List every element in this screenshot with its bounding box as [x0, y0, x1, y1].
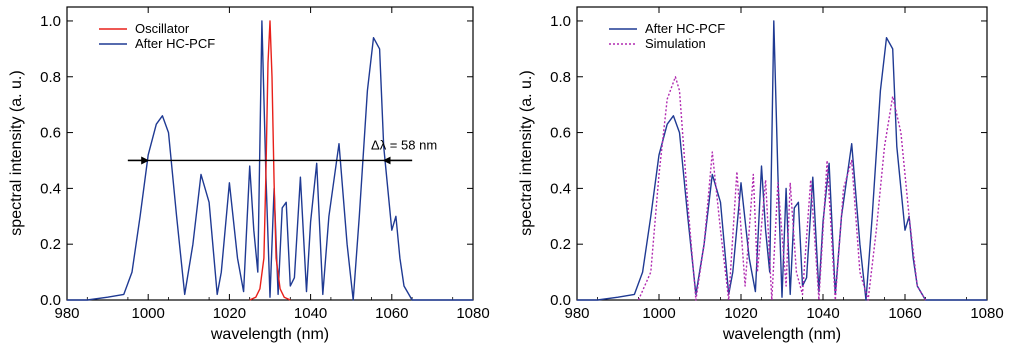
series-line-simulation	[637, 76, 927, 301]
legend-label: After HC-PCF	[135, 36, 215, 51]
y-tick-label: 0.2	[40, 236, 61, 253]
x-tick-label: 1020	[213, 305, 246, 322]
y-axis-label: spectral intensity (a. u.)	[8, 70, 25, 235]
x-tick-label: 1040	[806, 305, 839, 322]
x-tick-label: 1080	[456, 305, 489, 322]
x-axis-ticks: 980 1000 1020 1040 1060 1080	[54, 7, 490, 322]
y-axis-label: spectral intensity (a. u.)	[518, 70, 535, 235]
y-tick-label: 0.4	[40, 180, 61, 197]
series-line-after-hc-pcf	[577, 20, 987, 301]
y-tick-label: 0.4	[550, 180, 571, 197]
x-tick-label: 1000	[642, 305, 675, 322]
y-tick-label: 0.0	[550, 292, 571, 309]
y-tick-label: 0.8	[40, 69, 61, 86]
x-tick-label: 1040	[294, 305, 327, 322]
legend-label: Simulation	[645, 36, 706, 51]
left-spectrum-panel: 0.0 0.2 0.4 0.6 0.8 1.0 980 1000 1020 1040 1060 10…	[8, 6, 490, 343]
x-tick-label: 1000	[132, 305, 165, 322]
series-layer	[577, 20, 987, 301]
y-tick-label: 1.0	[40, 13, 61, 30]
x-axis-label: wavelength (nm)	[210, 326, 329, 343]
y-tick-label: 0.6	[550, 125, 571, 142]
y-tick-label: 0.6	[40, 125, 61, 142]
y-tick-label: 0.8	[550, 69, 571, 86]
y-axis-ticks: 0.0 0.2 0.4 0.6 0.8 1.0	[40, 13, 473, 309]
plot-frame	[66, 6, 474, 301]
y-tick-label: 0.0	[40, 292, 61, 309]
legend-label: Oscillator	[135, 21, 190, 36]
x-tick-label: 1060	[375, 305, 408, 322]
series-layer	[67, 20, 473, 301]
x-tick-label: 1060	[888, 305, 921, 322]
series-line-oscillator	[249, 20, 291, 301]
y-tick-label: 0.2	[550, 236, 571, 253]
legend-label: After HC-PCF	[645, 21, 725, 36]
fwhm-label: Δλ = 58 nm	[371, 137, 437, 152]
x-tick-label: 1020	[724, 305, 757, 322]
x-axis-label: wavelength (nm)	[722, 326, 841, 343]
y-axis-ticks: 0.0 0.2 0.4 0.6 0.8 1.0	[550, 13, 987, 309]
x-tick-label: 1080	[970, 305, 1003, 322]
y-tick-label: 1.0	[550, 13, 571, 30]
plot-frame	[576, 6, 988, 301]
x-axis-ticks: 980 1000 1020 1040 1060 1080	[564, 7, 1004, 322]
annotation-layer: Δλ = 58 nm	[127, 137, 437, 165]
x-tick-label: 980	[564, 305, 589, 322]
right-spectrum-panel: 0.0 0.2 0.4 0.6 0.8 1.0 980 1000 1020 1040 1060 10…	[518, 6, 1004, 343]
x-tick-label: 980	[54, 305, 79, 322]
